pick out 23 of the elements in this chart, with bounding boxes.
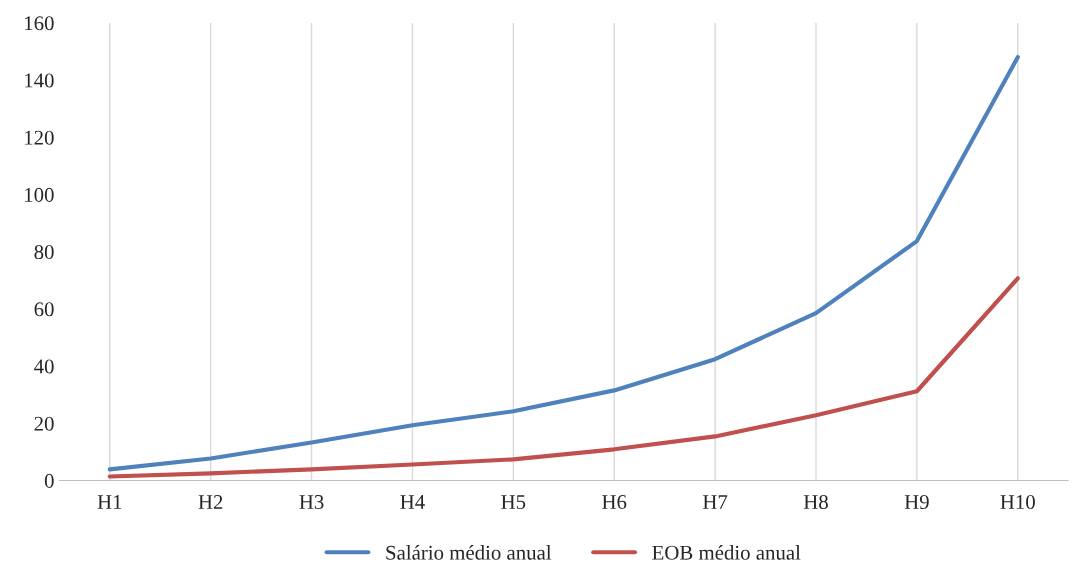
x-tick-label: H7 [702,495,728,509]
x-tick-label: H6 [602,495,627,510]
line-series [107,55,1020,472]
x-tick-label: H3 [299,495,324,510]
y-tick-label: 80 [34,245,54,260]
y-tick-label: 140 [25,73,54,88]
y-tick-label: 40 [34,359,54,374]
y-tick-label: 120 [25,130,54,145]
x-tick-label: H4 [400,495,425,509]
y-tick-label: 20 [34,416,54,431]
legend-label: Salário médio anual [386,545,552,560]
x-tick-label: H8 [803,494,828,510]
x-tick-label: H2 [198,495,223,509]
x-tick-label: H1 [97,495,122,509]
legend-label: EOB médio anual [652,545,801,560]
y-tick-label: 100 [25,187,54,202]
x-tick-label: H10 [1000,494,1035,510]
y-tick-label: 0 [44,473,54,488]
x-tick-label: H5 [501,495,526,510]
x-tick-label: H9 [904,495,929,510]
line-series [107,276,1020,479]
y-tick-label: 60 [34,302,54,317]
y-tick-label: 160 [25,16,54,31]
